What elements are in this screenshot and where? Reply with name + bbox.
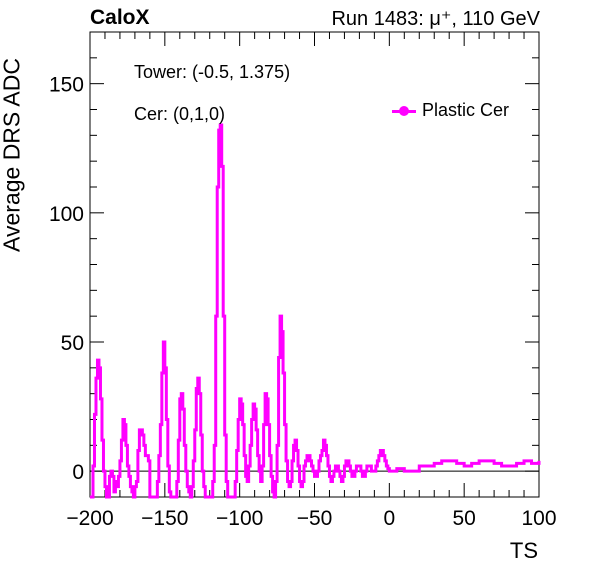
experiment-label: CaloX	[90, 6, 150, 29]
y-tick-label: 0	[72, 461, 84, 484]
x-tick-label: −50	[297, 507, 333, 530]
x-tick-label: −200	[66, 507, 113, 530]
legend-swatch-plastic-cer	[392, 105, 416, 116]
run-info-label: Run 1483: μ⁺, 110 GeV	[331, 8, 540, 30]
x-axis-ticks: −200 −150 −100 −50 0 50 100	[66, 32, 557, 530]
x-tick-label: 0	[383, 507, 395, 530]
x-tick-label: 100	[521, 507, 556, 530]
legend-label-plastic-cer: Plastic Cer	[422, 100, 510, 120]
y-tick-label: 100	[49, 203, 84, 226]
x-tick-label: −100	[216, 507, 263, 530]
x-tick-label: 50	[452, 507, 475, 530]
cer-label: Cer: (0,1,0)	[134, 104, 226, 124]
y-axis-label: Average DRS ADC	[0, 58, 25, 252]
series-line-plastic-cer	[90, 123, 541, 499]
legend: Plastic Cer	[392, 100, 509, 121]
x-tick-label: −150	[141, 507, 188, 530]
y-tick-label: 50	[61, 332, 84, 355]
y-axis-ticks: 0 50 100 150	[49, 31, 539, 498]
x-axis-label: TS	[509, 538, 538, 563]
y-tick-label: 150	[49, 74, 84, 97]
tower-label: Tower: (-0.5, 1.375)	[134, 62, 291, 82]
series-layer	[90, 123, 541, 499]
